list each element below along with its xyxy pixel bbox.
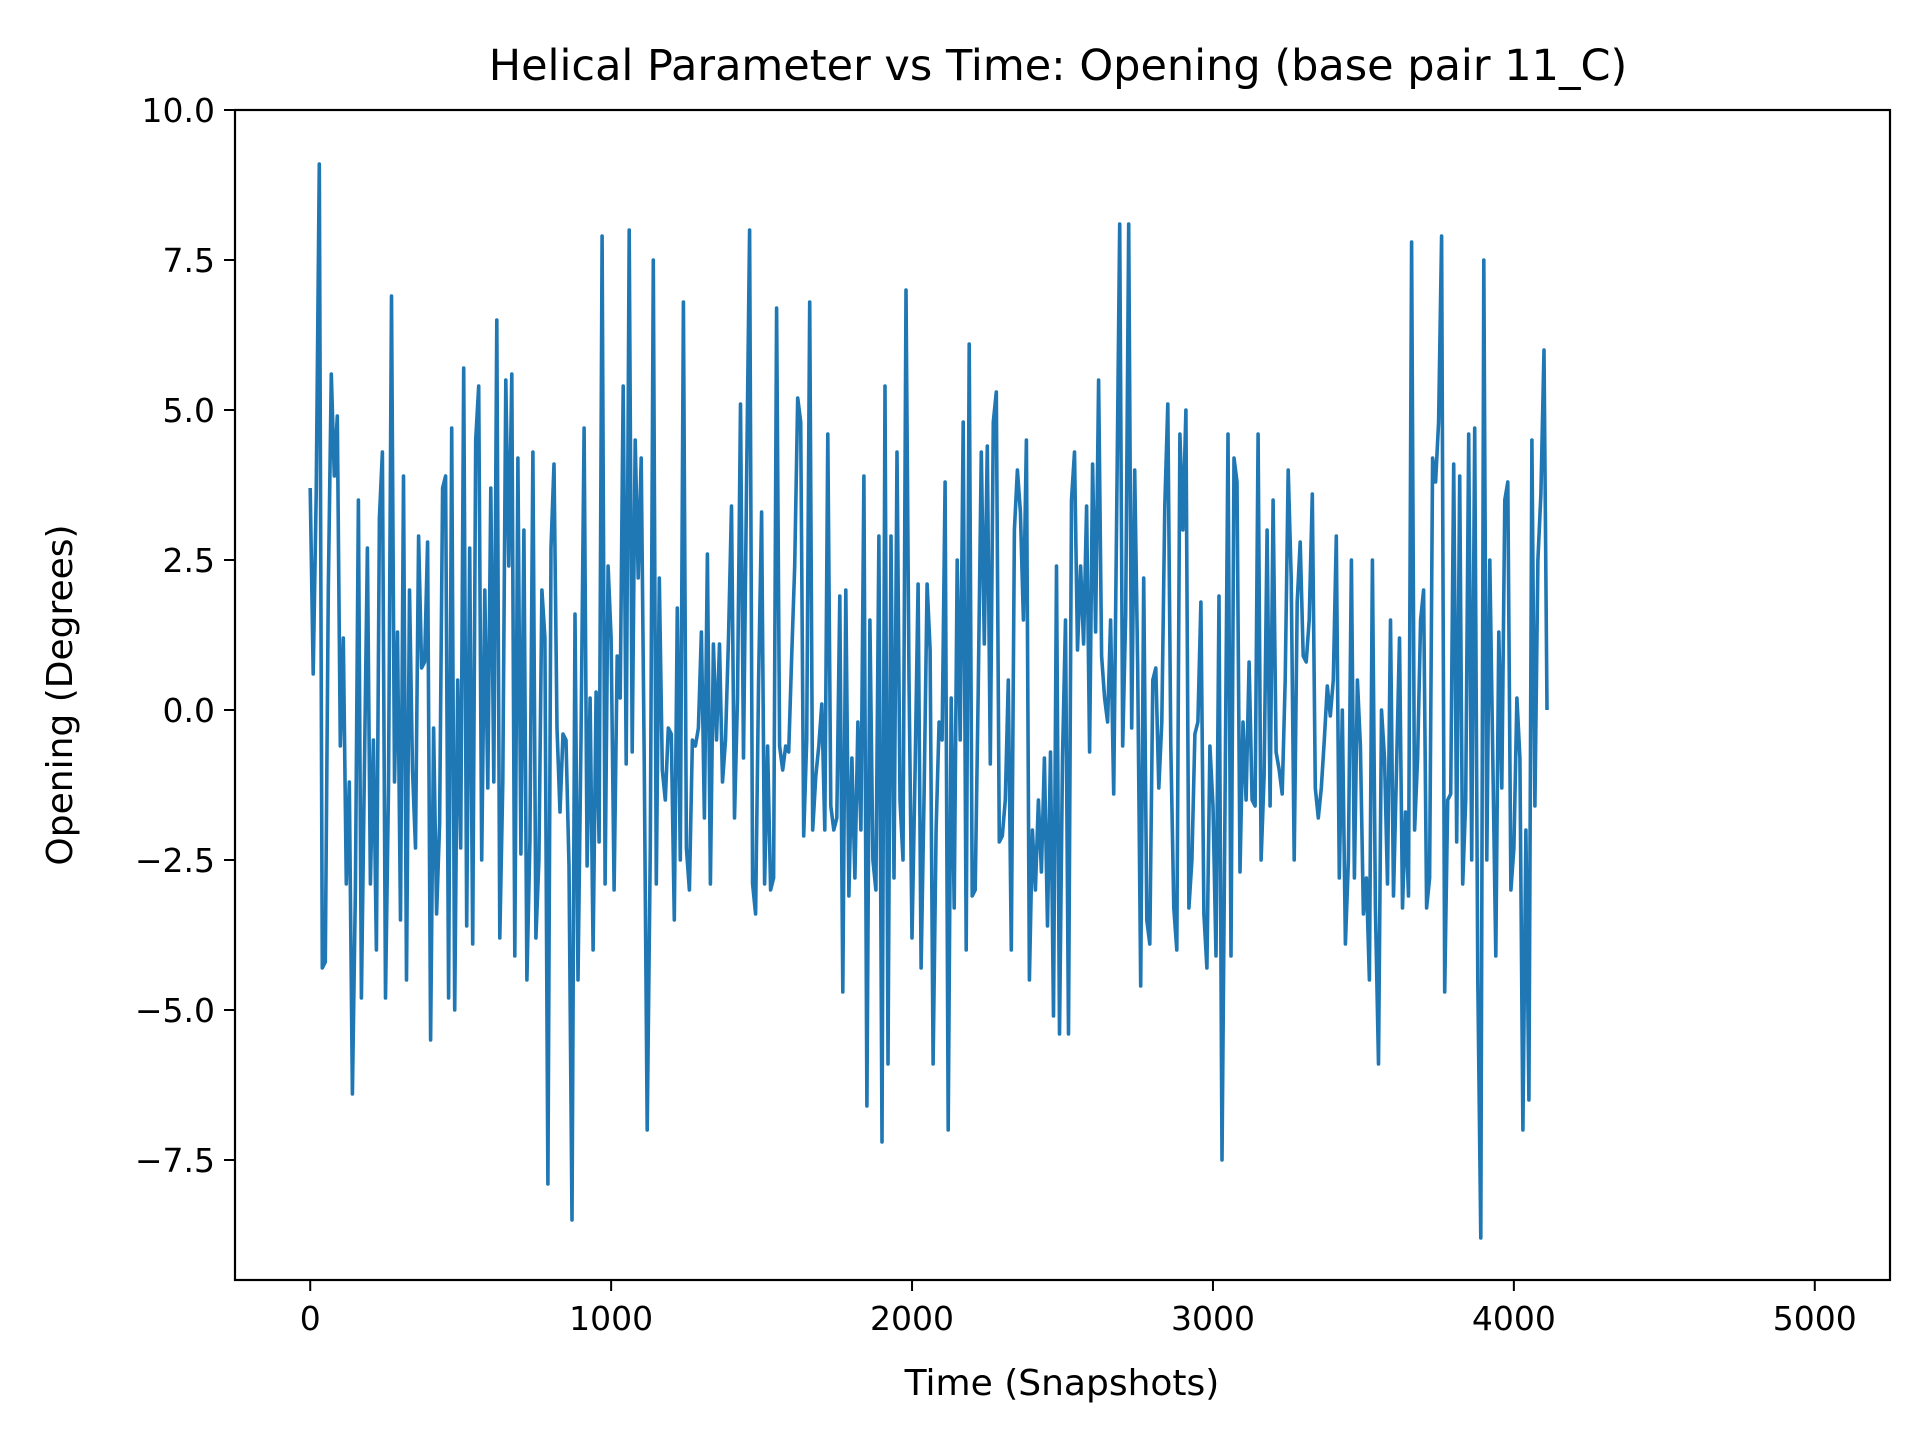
y-tick-label: 2.5 [163, 541, 215, 580]
y-tick-label: −2.5 [135, 841, 215, 880]
x-tick-label: 4000 [1472, 1299, 1556, 1338]
x-axis: 0 1000 2000 3000 4000 5000 [300, 1280, 1857, 1338]
y-tick-label: 5.0 [163, 391, 215, 430]
x-axis-label: Time (Snapshots) [904, 1363, 1220, 1404]
y-tick-label: 0.0 [163, 691, 215, 730]
chart-title: Helical Parameter vs Time: Opening (base… [489, 41, 1628, 91]
x-tick-label: 0 [300, 1299, 321, 1338]
x-tick-label: 1000 [569, 1299, 653, 1338]
x-tick-label: 3000 [1171, 1299, 1255, 1338]
x-tick-label: 5000 [1773, 1299, 1857, 1338]
series-line-0 [308, 162, 1549, 1240]
y-axis: 10.0 7.5 5.0 2.5 0.0 −2.5 −5.0 −7.5 [135, 91, 235, 1180]
x-tick-label: 2000 [870, 1299, 954, 1338]
y-tick-label: 7.5 [163, 241, 215, 280]
series-layer [308, 162, 1549, 1240]
y-tick-label: −7.5 [135, 1141, 215, 1180]
y-tick-label: 10.0 [142, 91, 215, 130]
y-tick-label: −5.0 [135, 991, 215, 1030]
y-axis-label: Opening (Degrees) [40, 524, 81, 865]
plot-frame [233, 108, 1892, 1282]
